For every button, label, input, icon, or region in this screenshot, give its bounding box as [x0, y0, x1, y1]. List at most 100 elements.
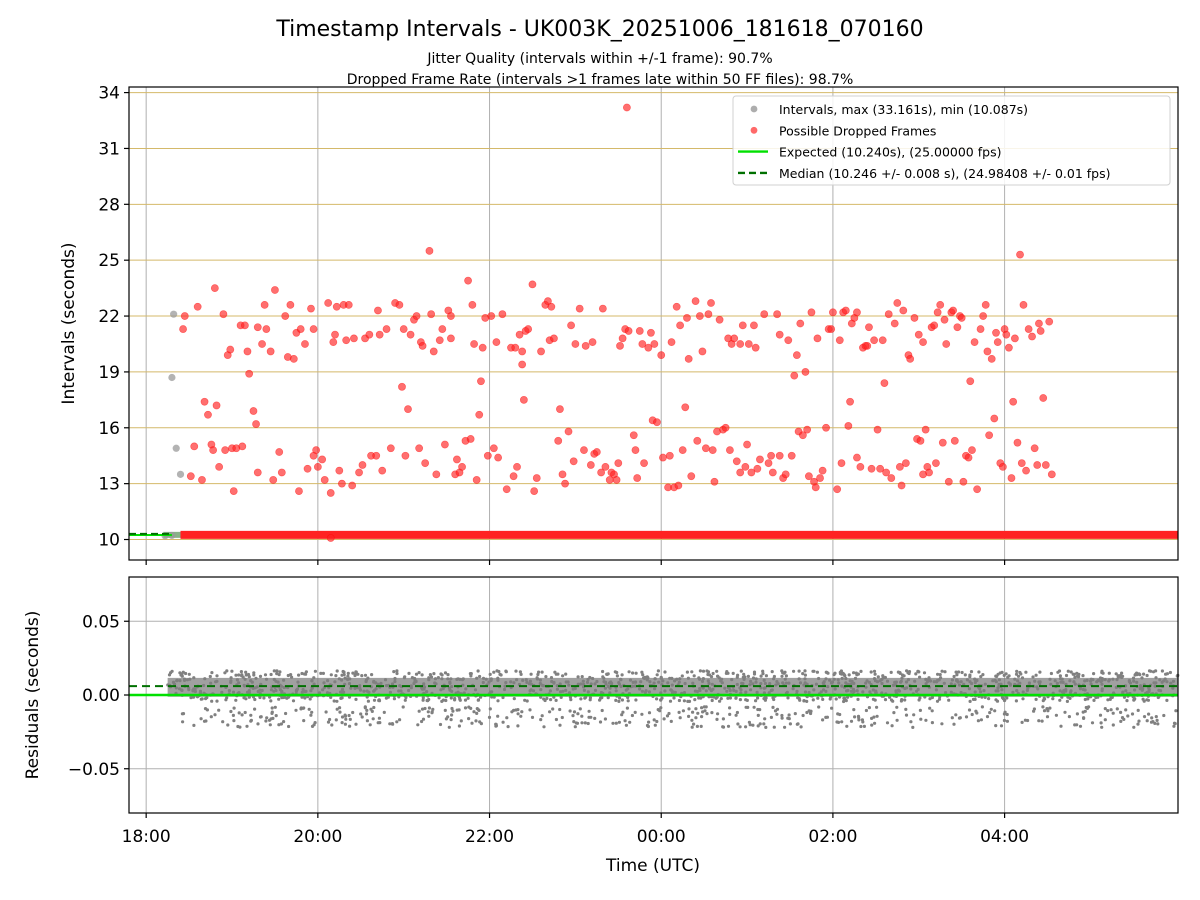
residual-point — [529, 682, 534, 686]
dropped-frame-point — [464, 276, 472, 285]
dropped-frame-point — [846, 397, 854, 406]
residual-outlier-point — [277, 723, 281, 727]
residual-point — [718, 699, 722, 703]
residual-point — [268, 695, 272, 699]
residual-point — [412, 681, 416, 686]
dropped-frame-point — [309, 325, 318, 333]
residual-point — [687, 699, 692, 704]
dropped-frame-point — [638, 340, 647, 348]
dropped-frame-point — [374, 306, 382, 315]
residual-point — [1092, 672, 1096, 676]
residual-point — [880, 681, 884, 686]
dropped-frame-point — [588, 338, 597, 347]
residual-outlier-point — [736, 722, 740, 726]
residual-point — [1142, 672, 1146, 676]
residual-point — [450, 689, 454, 694]
residual-point — [899, 680, 903, 684]
residual-point — [340, 687, 345, 691]
dropped-frame-point — [372, 451, 381, 460]
residual-outlier-point — [578, 707, 582, 711]
residual-outlier-point — [919, 717, 923, 721]
residual-outlier-point — [548, 710, 552, 714]
residual-point — [697, 676, 701, 680]
residual-point — [774, 683, 778, 687]
residual-point — [420, 673, 424, 677]
residual-outlier-point — [989, 707, 993, 711]
dropped-frame-point — [895, 462, 904, 471]
residual-point — [940, 669, 944, 673]
residual-point — [1083, 679, 1087, 683]
residual-point — [991, 679, 995, 683]
legend-entry: Possible Dropped Frames — [750, 123, 936, 138]
residual-point — [234, 673, 238, 677]
residual-point — [1165, 680, 1169, 684]
dropped-frame-point — [659, 453, 667, 462]
residual-point — [476, 669, 480, 673]
residual-outlier-point — [620, 713, 624, 717]
residual-point — [525, 680, 529, 685]
residual-point — [476, 698, 480, 702]
residual-point — [732, 688, 736, 693]
residual-outlier-point — [980, 705, 985, 709]
dropped-frame-point — [331, 330, 339, 339]
dropped-frame-point — [530, 487, 539, 495]
residual-point — [210, 671, 214, 675]
residual-point — [805, 699, 809, 704]
residual-point — [366, 699, 370, 703]
residual-point — [1171, 679, 1176, 683]
intervals-y-tick-label: 16 — [98, 419, 120, 439]
dropped-frame-point — [870, 336, 879, 345]
residual-point — [811, 698, 815, 702]
residual-point — [269, 672, 273, 677]
residual-point — [607, 681, 612, 685]
residual-point — [1015, 689, 1019, 693]
dropped-frame-point — [833, 485, 842, 494]
residual-point — [1118, 675, 1122, 679]
residual-point — [798, 698, 802, 702]
residual-point — [949, 690, 953, 694]
dropped-frame-point — [953, 323, 962, 332]
dropped-frame-point — [320, 476, 329, 484]
dropped-frame-point — [940, 315, 949, 324]
residual-outlier-point — [388, 722, 392, 726]
residual-point — [707, 681, 711, 686]
residual-outlier-point — [270, 711, 274, 716]
dropped-frame-point — [253, 468, 262, 477]
residual-outlier-point — [940, 722, 944, 726]
residual-point — [680, 674, 684, 678]
dropped-frame-point — [395, 300, 404, 309]
residual-outlier-point — [700, 706, 704, 710]
dropped-frame-point — [180, 312, 189, 320]
residual-point — [1157, 688, 1161, 692]
residual-point — [759, 682, 763, 686]
dropped-frame-point — [998, 462, 1007, 471]
residual-outlier-point — [390, 722, 394, 726]
residual-outlier-point — [603, 717, 608, 721]
dropped-frame-point — [1047, 470, 1056, 479]
residual-point — [1099, 680, 1103, 684]
residual-outlier-point — [756, 724, 760, 728]
residual-outlier-point — [516, 708, 520, 712]
residual-point — [1122, 695, 1127, 699]
residual-outlier-point — [282, 720, 286, 724]
residual-outlier-point — [853, 715, 857, 719]
intervals-y-tick-label: 19 — [98, 363, 120, 383]
residual-point — [754, 680, 758, 684]
dropped-frame-point — [303, 464, 312, 473]
residual-point — [907, 671, 911, 676]
residual-point — [256, 689, 260, 694]
dropped-frame-point — [399, 325, 408, 333]
residual-outlier-point — [909, 720, 913, 724]
residual-outlier-point — [1111, 723, 1115, 727]
residual-point — [763, 686, 767, 690]
residual-point — [1000, 695, 1005, 700]
residual-point — [475, 676, 479, 680]
dropped-frame-point — [899, 306, 908, 315]
residual-point — [437, 696, 441, 700]
residual-point — [606, 684, 611, 689]
residual-point — [960, 670, 964, 675]
residual-outlier-point — [890, 724, 894, 728]
dropped-frame-point — [365, 330, 374, 339]
residual-point — [899, 699, 904, 703]
dropped-frame-point — [993, 338, 1002, 347]
